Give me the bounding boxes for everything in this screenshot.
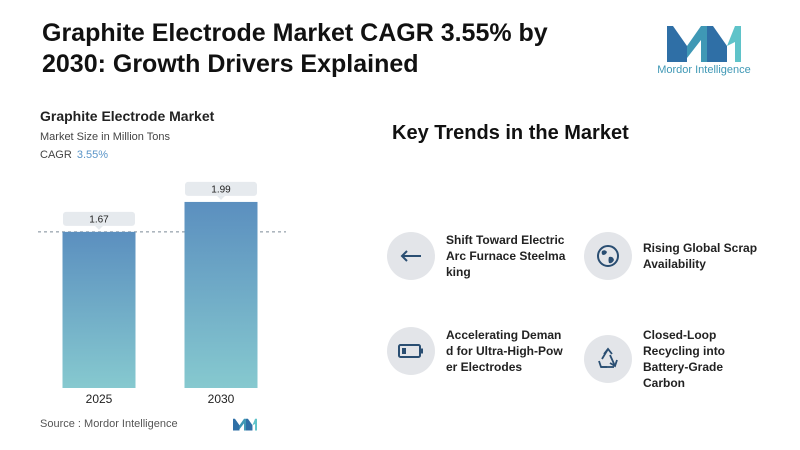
trend-item-uhp: Accelerating Demand for Ultra-High-Power… [387, 327, 568, 375]
data-label-pointer [95, 225, 103, 230]
source-label: Source : [40, 418, 81, 430]
trend-item-recycling: Closed-Loop Recycling into Battery-Grade… [584, 327, 765, 391]
trend-label: Rising Global Scrap Availability [643, 241, 758, 271]
battery-icon [398, 344, 423, 358]
arrow-left-icon [400, 250, 421, 262]
trend-icon-circle [584, 335, 632, 383]
bar-2030 [184, 201, 258, 388]
data-label-bg [63, 211, 135, 226]
bar-chart: 1.67 2025 1.99 2030 [38, 181, 286, 406]
mordor-small-logo-icon [233, 418, 257, 431]
chart-cagr: CAGR 3.55% [40, 149, 214, 161]
brand-name: Mordor Intelligence [657, 64, 751, 76]
trends-title: Key Trends in the Market [392, 122, 629, 144]
x-tick-label: 2030 [208, 392, 235, 406]
x-tick-label: 2025 [86, 392, 113, 406]
data-label-pointer [217, 195, 225, 200]
data-label-bg [185, 181, 257, 196]
globe-icon [597, 245, 619, 267]
page-title: Graphite Electrode Market CAGR 3.55% by … [42, 19, 548, 78]
trend-icon-circle [387, 327, 435, 375]
data-label: 1.99 [211, 184, 231, 195]
chart-title: Graphite Electrode Market [40, 108, 215, 124]
trend-item-eaf: Shift Toward Electric Arc Furnace Steelm… [387, 232, 568, 280]
trend-label: Closed-Loop Recycling into Battery-Grade… [643, 328, 726, 390]
mordor-logo-icon [667, 26, 741, 62]
trend-label: Shift Toward Electric Arc Furnace Steelm… [446, 233, 566, 279]
trend-icon-circle [387, 232, 435, 280]
source-note: Source : Mordor Intelligence [40, 418, 178, 430]
chart-subtitle: Market Size in Million Tons [40, 131, 171, 143]
bar-2025 [62, 231, 136, 388]
brand-logo: Mordor Intelligence [654, 22, 754, 76]
source-logo [233, 417, 257, 436]
data-label: 1.67 [89, 214, 109, 225]
cagr-value: 3.55% [76, 149, 109, 161]
source-text: Mordor Intelligence [84, 418, 178, 430]
chart-header: Graphite Electrode Market Market Size in… [40, 108, 214, 161]
trend-icon-circle [584, 232, 632, 280]
trend-label: Accelerating Demand for Ultra-High-Power… [446, 328, 563, 374]
cagr-label: CAGR [40, 149, 72, 161]
recycle-icon [598, 347, 618, 368]
trend-item-scrap: Rising Global Scrap Availability [584, 232, 765, 280]
